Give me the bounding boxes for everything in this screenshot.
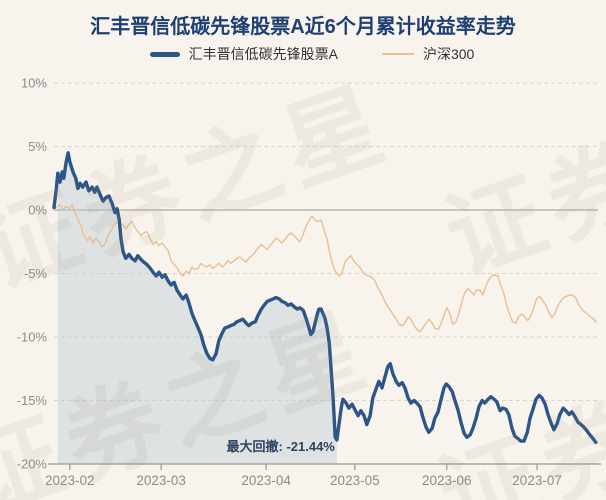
y-tick-label: 0% <box>28 203 47 218</box>
legend-item-index[interactable]: 沪深300 <box>381 44 475 64</box>
y-tick-label: 5% <box>28 139 47 154</box>
index-legend-label: 沪深300 <box>422 46 475 62</box>
x-tick-label: 2023-07 <box>512 473 562 488</box>
fund-legend-label: 汇丰晋信低碳先锋股票A <box>188 46 338 62</box>
chart-title: 汇丰晋信低碳先锋股票A近6个月累计收益率走势 <box>90 16 516 38</box>
fund-series-line <box>52 151 598 445</box>
x-tick-label: 2023-02 <box>45 473 95 488</box>
fund-line-swatch <box>149 51 180 57</box>
max-drawdown-region <box>57 152 337 465</box>
x-tick-label: 2023-04 <box>241 473 291 488</box>
chart-legend: 汇丰晋信低碳先锋股票A 沪深300 <box>0 44 606 64</box>
index-line-swatch <box>381 53 414 55</box>
y-tick-label: -10% <box>17 330 48 345</box>
y-tick-label: -5% <box>24 266 48 281</box>
legend-item-fund[interactable]: 汇丰晋信低碳先锋股票A <box>149 44 338 64</box>
max-drawdown-label: 最大回撤: -21.44% <box>227 439 336 454</box>
x-tick-label: 2023-06 <box>422 473 472 488</box>
y-tick-label: -15% <box>17 393 48 408</box>
y-tick-label: -20% <box>17 457 48 472</box>
y-tick-label: 10% <box>21 76 47 91</box>
x-tick-label: 2023-03 <box>136 473 186 488</box>
index-series-line <box>53 204 598 333</box>
x-tick-label: 2023-05 <box>330 473 380 488</box>
